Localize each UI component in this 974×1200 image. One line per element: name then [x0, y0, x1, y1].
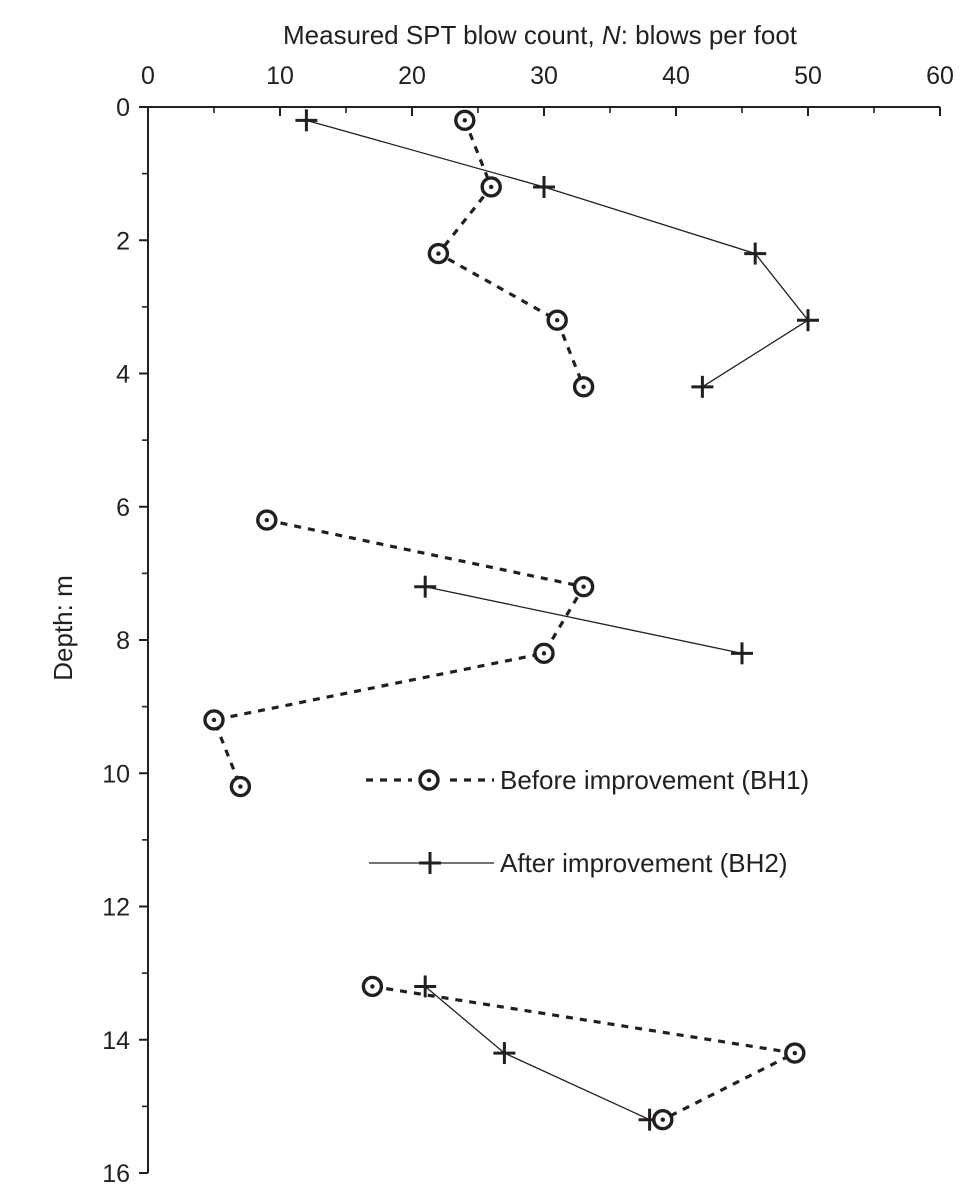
data-point-before: [361, 975, 384, 998]
legend-label-after: After improvement (BH2): [500, 848, 788, 878]
circle-marker-center: [211, 717, 217, 723]
circle-marker-center: [541, 651, 547, 656]
circle-marker-center: [581, 384, 586, 390]
data-point-before: [229, 775, 252, 798]
circle-marker-center: [264, 517, 269, 523]
circle-marker-center: [792, 1050, 797, 1056]
y-tick-label: 12: [102, 894, 130, 922]
circle-marker-center: [462, 118, 467, 123]
data-point-before: [427, 242, 450, 265]
data-point-before: [652, 1108, 674, 1131]
legend-label-before: Before improvement (BH1): [500, 765, 809, 795]
x-axis-title-prefix: Measured SPT blow count,: [283, 20, 602, 50]
data-point-before: [572, 376, 595, 398]
data-point-before: [203, 709, 225, 731]
circle-marker-center: [436, 251, 441, 256]
circle-marker-center: [426, 777, 432, 783]
data-point-after: [414, 975, 437, 998]
data-point-after: [295, 109, 318, 132]
data-point-after: [691, 375, 714, 398]
y-tick-label: 0: [116, 94, 130, 122]
data-point-after: [744, 242, 767, 265]
data-point-before: [454, 109, 476, 132]
y-tick-label: 10: [102, 760, 130, 788]
series-line-before: [211, 518, 587, 788]
series-line-before: [435, 119, 586, 388]
data-point-after: [731, 642, 753, 665]
circle-marker-center: [489, 184, 494, 190]
x-tick-label: 0: [141, 62, 155, 90]
y-tick-label: 8: [116, 627, 130, 655]
series-line-after: [306, 119, 809, 388]
circle-marker-center: [370, 984, 375, 989]
x-axis-title-variable: N: [602, 20, 621, 50]
y-tick-label: 16: [102, 1160, 130, 1188]
circle-marker-center: [555, 318, 560, 323]
legend-item-after: After improvement (BH2): [369, 848, 788, 878]
x-tick-label: 30: [530, 62, 558, 90]
x-axis-title-suffix: : blows per foot: [621, 20, 798, 50]
legend-marker-after: [419, 852, 441, 874]
data-point-after: [797, 309, 819, 332]
data-point-before: [256, 509, 278, 531]
circle-marker-center: [660, 1117, 665, 1122]
x-tick-label: 10: [266, 62, 294, 90]
y-tick-label: 4: [116, 361, 130, 389]
series-line-after: [425, 586, 743, 654]
x-tick-label: 40: [662, 62, 690, 90]
x-axis-title: Measured SPT blow count, N: blows per fo…: [283, 20, 798, 50]
y-axis-title: Depth: m: [48, 575, 78, 681]
x-tick-label: 20: [398, 62, 426, 90]
data-point-before: [533, 642, 555, 665]
x-tick-label: 50: [794, 62, 822, 90]
data-point-after: [493, 1042, 516, 1065]
data-point-before: [546, 309, 568, 331]
data-point-before: [784, 1042, 806, 1064]
data-point-before: [572, 576, 595, 598]
legend-marker-before: [418, 769, 440, 791]
series-line-after: [424, 985, 650, 1121]
legend: Before improvement (BH1) After improvemen…: [366, 765, 809, 878]
circle-marker-center: [581, 584, 586, 589]
y-tick-label: 14: [102, 1027, 130, 1055]
data-point-before: [480, 176, 502, 198]
legend-item-before: Before improvement (BH1): [366, 765, 809, 795]
data-point-after: [414, 575, 437, 598]
series-lines: [211, 119, 809, 1122]
data-point-after: [533, 175, 555, 198]
series-line-before: [372, 984, 800, 1122]
axes: 0 10 20 30 40 50 60 0 2 4 6 8 10 12 14 16: [102, 62, 954, 1188]
y-tick-label: 6: [116, 494, 130, 522]
y-tick-label: 2: [116, 227, 130, 255]
x-tick-label: 60: [926, 62, 954, 90]
circle-marker-center: [238, 784, 243, 789]
series-markers: [203, 109, 819, 1131]
